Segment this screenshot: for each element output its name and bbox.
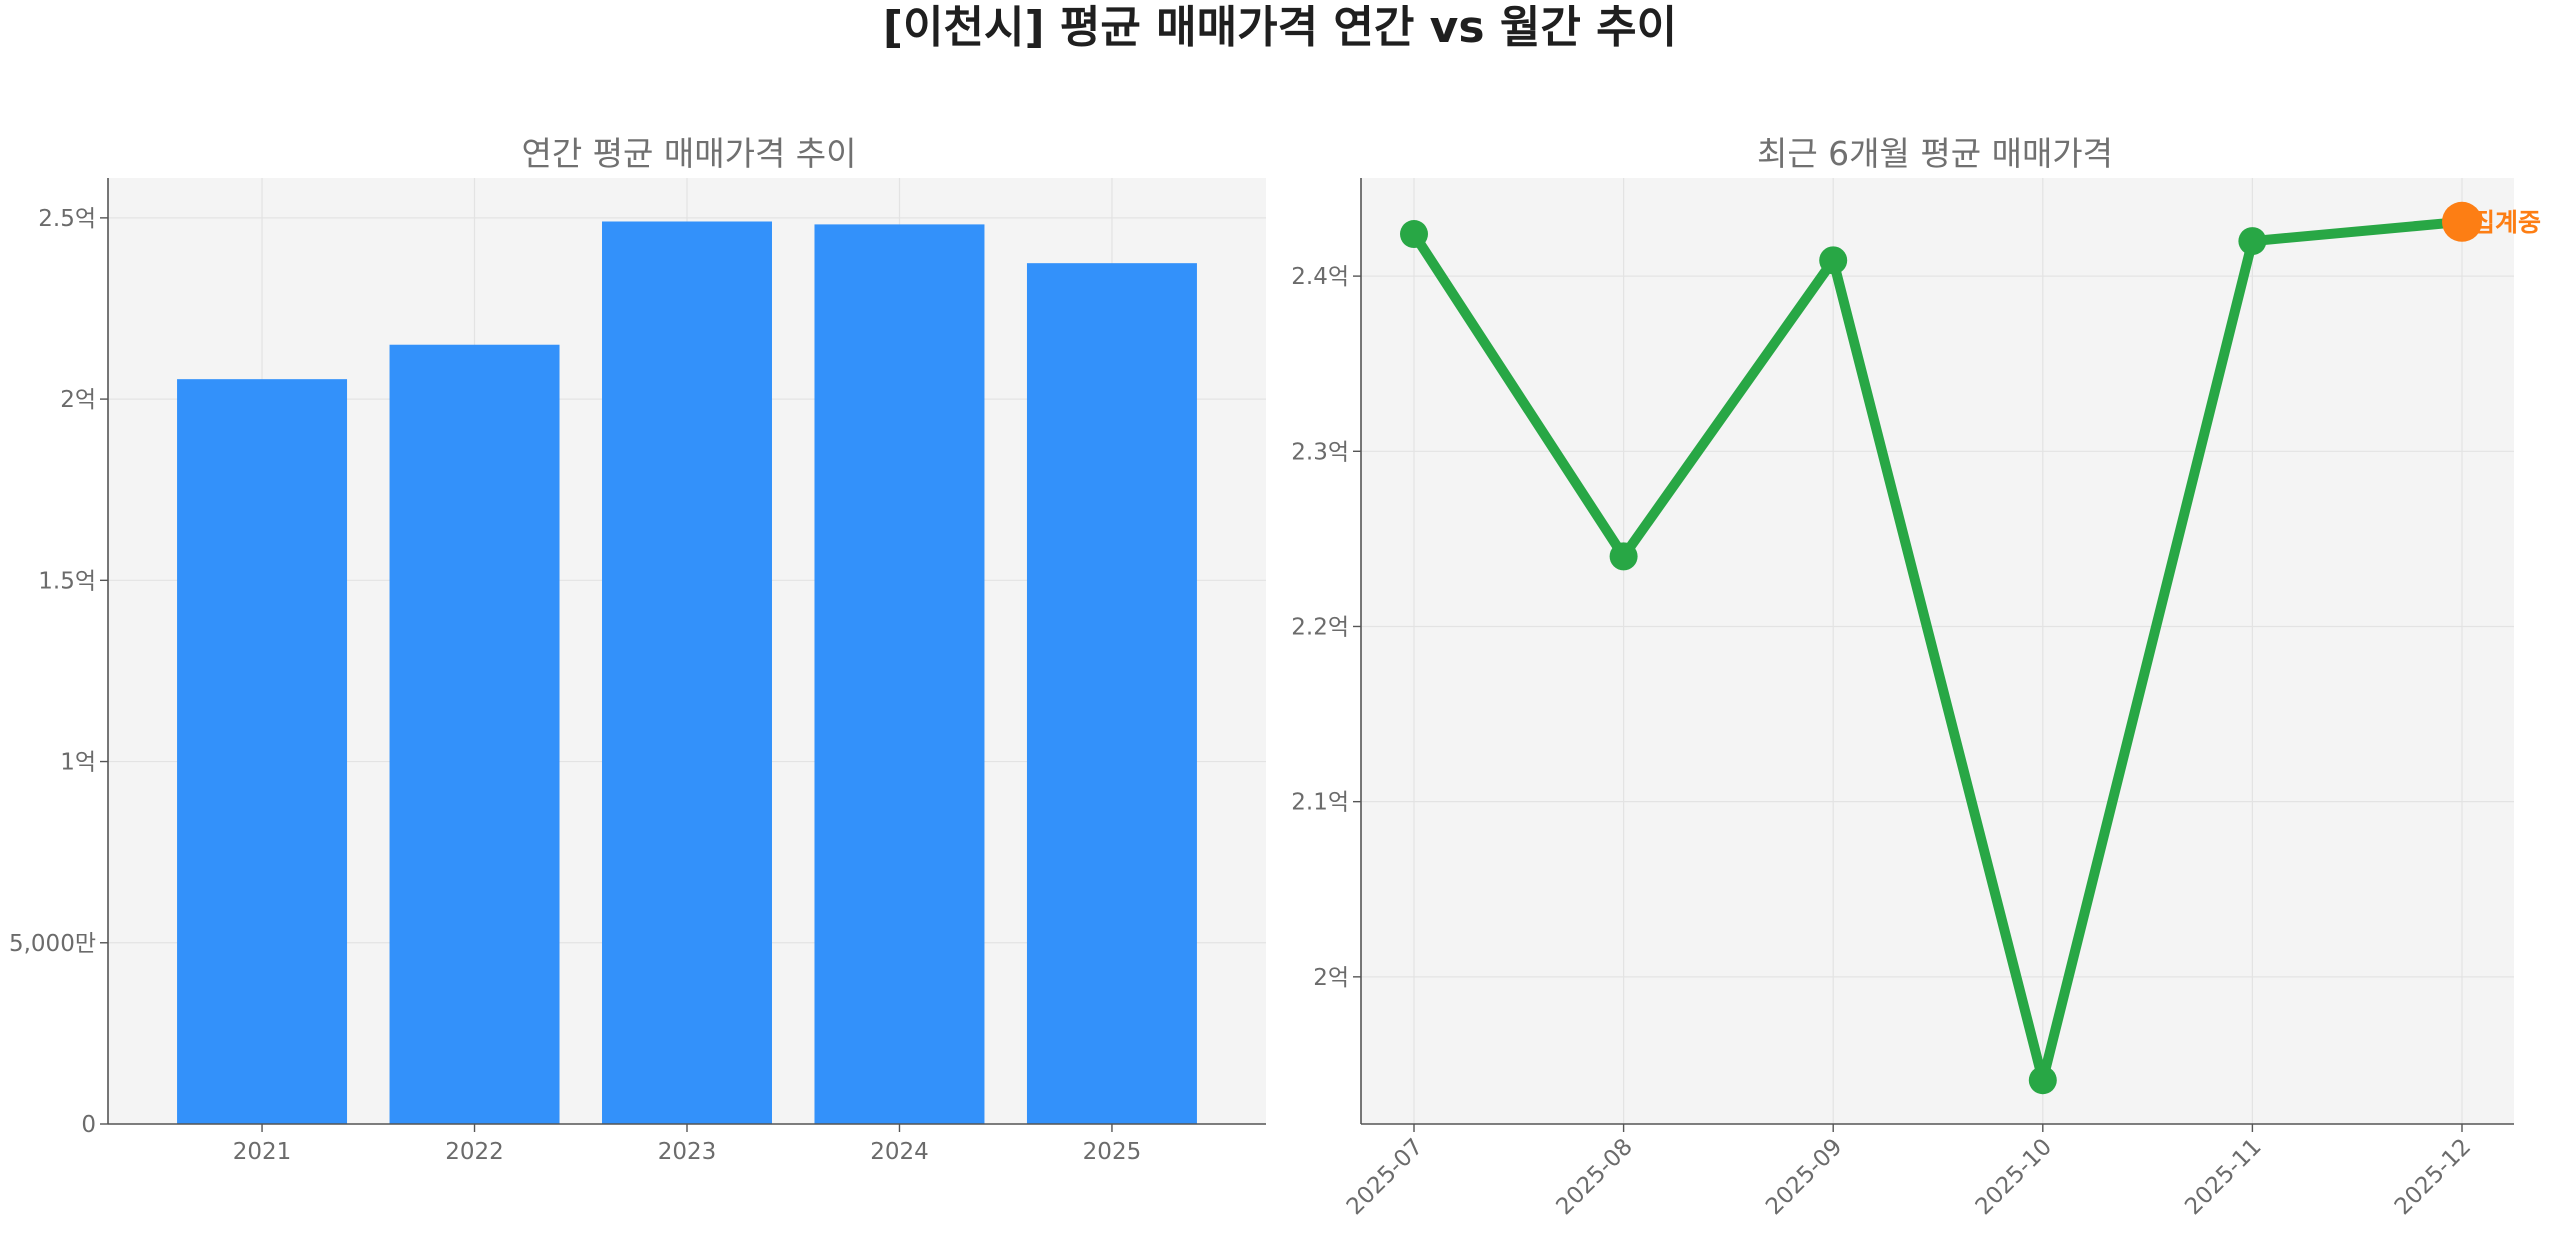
monthly-line-chart: 최근 6개월 평균 매매가격 집계중 2억 2.1억 2.2억 2.3억 2.4억 2025… bbox=[1291, 134, 2541, 1220]
monthly-point-2025-09 bbox=[1819, 246, 1848, 275]
annual-y-tick-label: 0 bbox=[81, 1112, 96, 1138]
annual-bar-2022 bbox=[389, 344, 560, 1124]
in-progress-label: 집계중 bbox=[2472, 208, 2541, 237]
monthly-y-tick-label: 2.2억 bbox=[1291, 614, 1349, 640]
annual-y-tick-label: 5,000만 bbox=[9, 931, 96, 957]
monthly-x-tick-label: 2025-08 bbox=[1551, 1134, 1637, 1220]
annual-bar-2023 bbox=[602, 221, 772, 1124]
annual-bar-2025 bbox=[1026, 263, 1197, 1124]
monthly-x-tick-label: 2025-09 bbox=[1761, 1134, 1847, 1220]
monthly-point-2025-11 bbox=[2238, 227, 2267, 256]
annual-x-tick-label: 2021 bbox=[233, 1139, 292, 1165]
monthly-point-2025-07 bbox=[1400, 220, 1428, 249]
figure-title: [이천시] 평균 매매가격 연간 vs 월간 추이 bbox=[883, 2, 1677, 53]
monthly-x-tick-label: 2025-11 bbox=[2180, 1134, 2266, 1220]
monthly-y-tick-label: 2억 bbox=[1313, 965, 1349, 991]
monthly-y-tick-label: 2.1억 bbox=[1291, 790, 1349, 816]
monthly-x-tick-label: 2025-07 bbox=[1342, 1134, 1428, 1220]
annual-chart-title: 연간 평균 매매가격 추이 bbox=[521, 134, 856, 173]
monthly-point-2025-08 bbox=[1609, 542, 1638, 571]
monthly-y-tick-label: 2.3억 bbox=[1291, 439, 1349, 465]
annual-x-tick-label: 2022 bbox=[445, 1139, 504, 1165]
annual-bar-chart: 연간 평균 매매가격 추이 0 5,000만 1억 1.5억 2억 2.5억 2021 202… bbox=[9, 134, 1266, 1165]
monthly-x-tick-label: 2025-12 bbox=[2390, 1134, 2476, 1220]
monthly-chart-title: 최근 6개월 평균 매매가격 bbox=[1757, 134, 2113, 173]
annual-x-tick-label: 2023 bbox=[658, 1139, 717, 1165]
annual-x-tick-label: 2024 bbox=[870, 1139, 929, 1165]
annual-x-tick-label: 2025 bbox=[1083, 1139, 1142, 1165]
monthly-y-tick-label: 2.4억 bbox=[1291, 264, 1349, 290]
monthly-point-2025-10 bbox=[2028, 1066, 2057, 1095]
monthly-point-highlight bbox=[2442, 201, 2482, 242]
annual-y-tick-label: 1.5억 bbox=[38, 568, 96, 594]
annual-y-tick-label: 2.5억 bbox=[38, 206, 96, 232]
annual-bar-2021 bbox=[177, 379, 348, 1125]
annual-bar-2024 bbox=[814, 224, 985, 1125]
monthly-x-tick-label: 2025-10 bbox=[1971, 1134, 2057, 1220]
annual-y-tick-label: 2억 bbox=[60, 387, 96, 413]
monthly-series-line bbox=[1409, 216, 2467, 1086]
annual-y-tick-label: 1억 bbox=[60, 750, 96, 776]
